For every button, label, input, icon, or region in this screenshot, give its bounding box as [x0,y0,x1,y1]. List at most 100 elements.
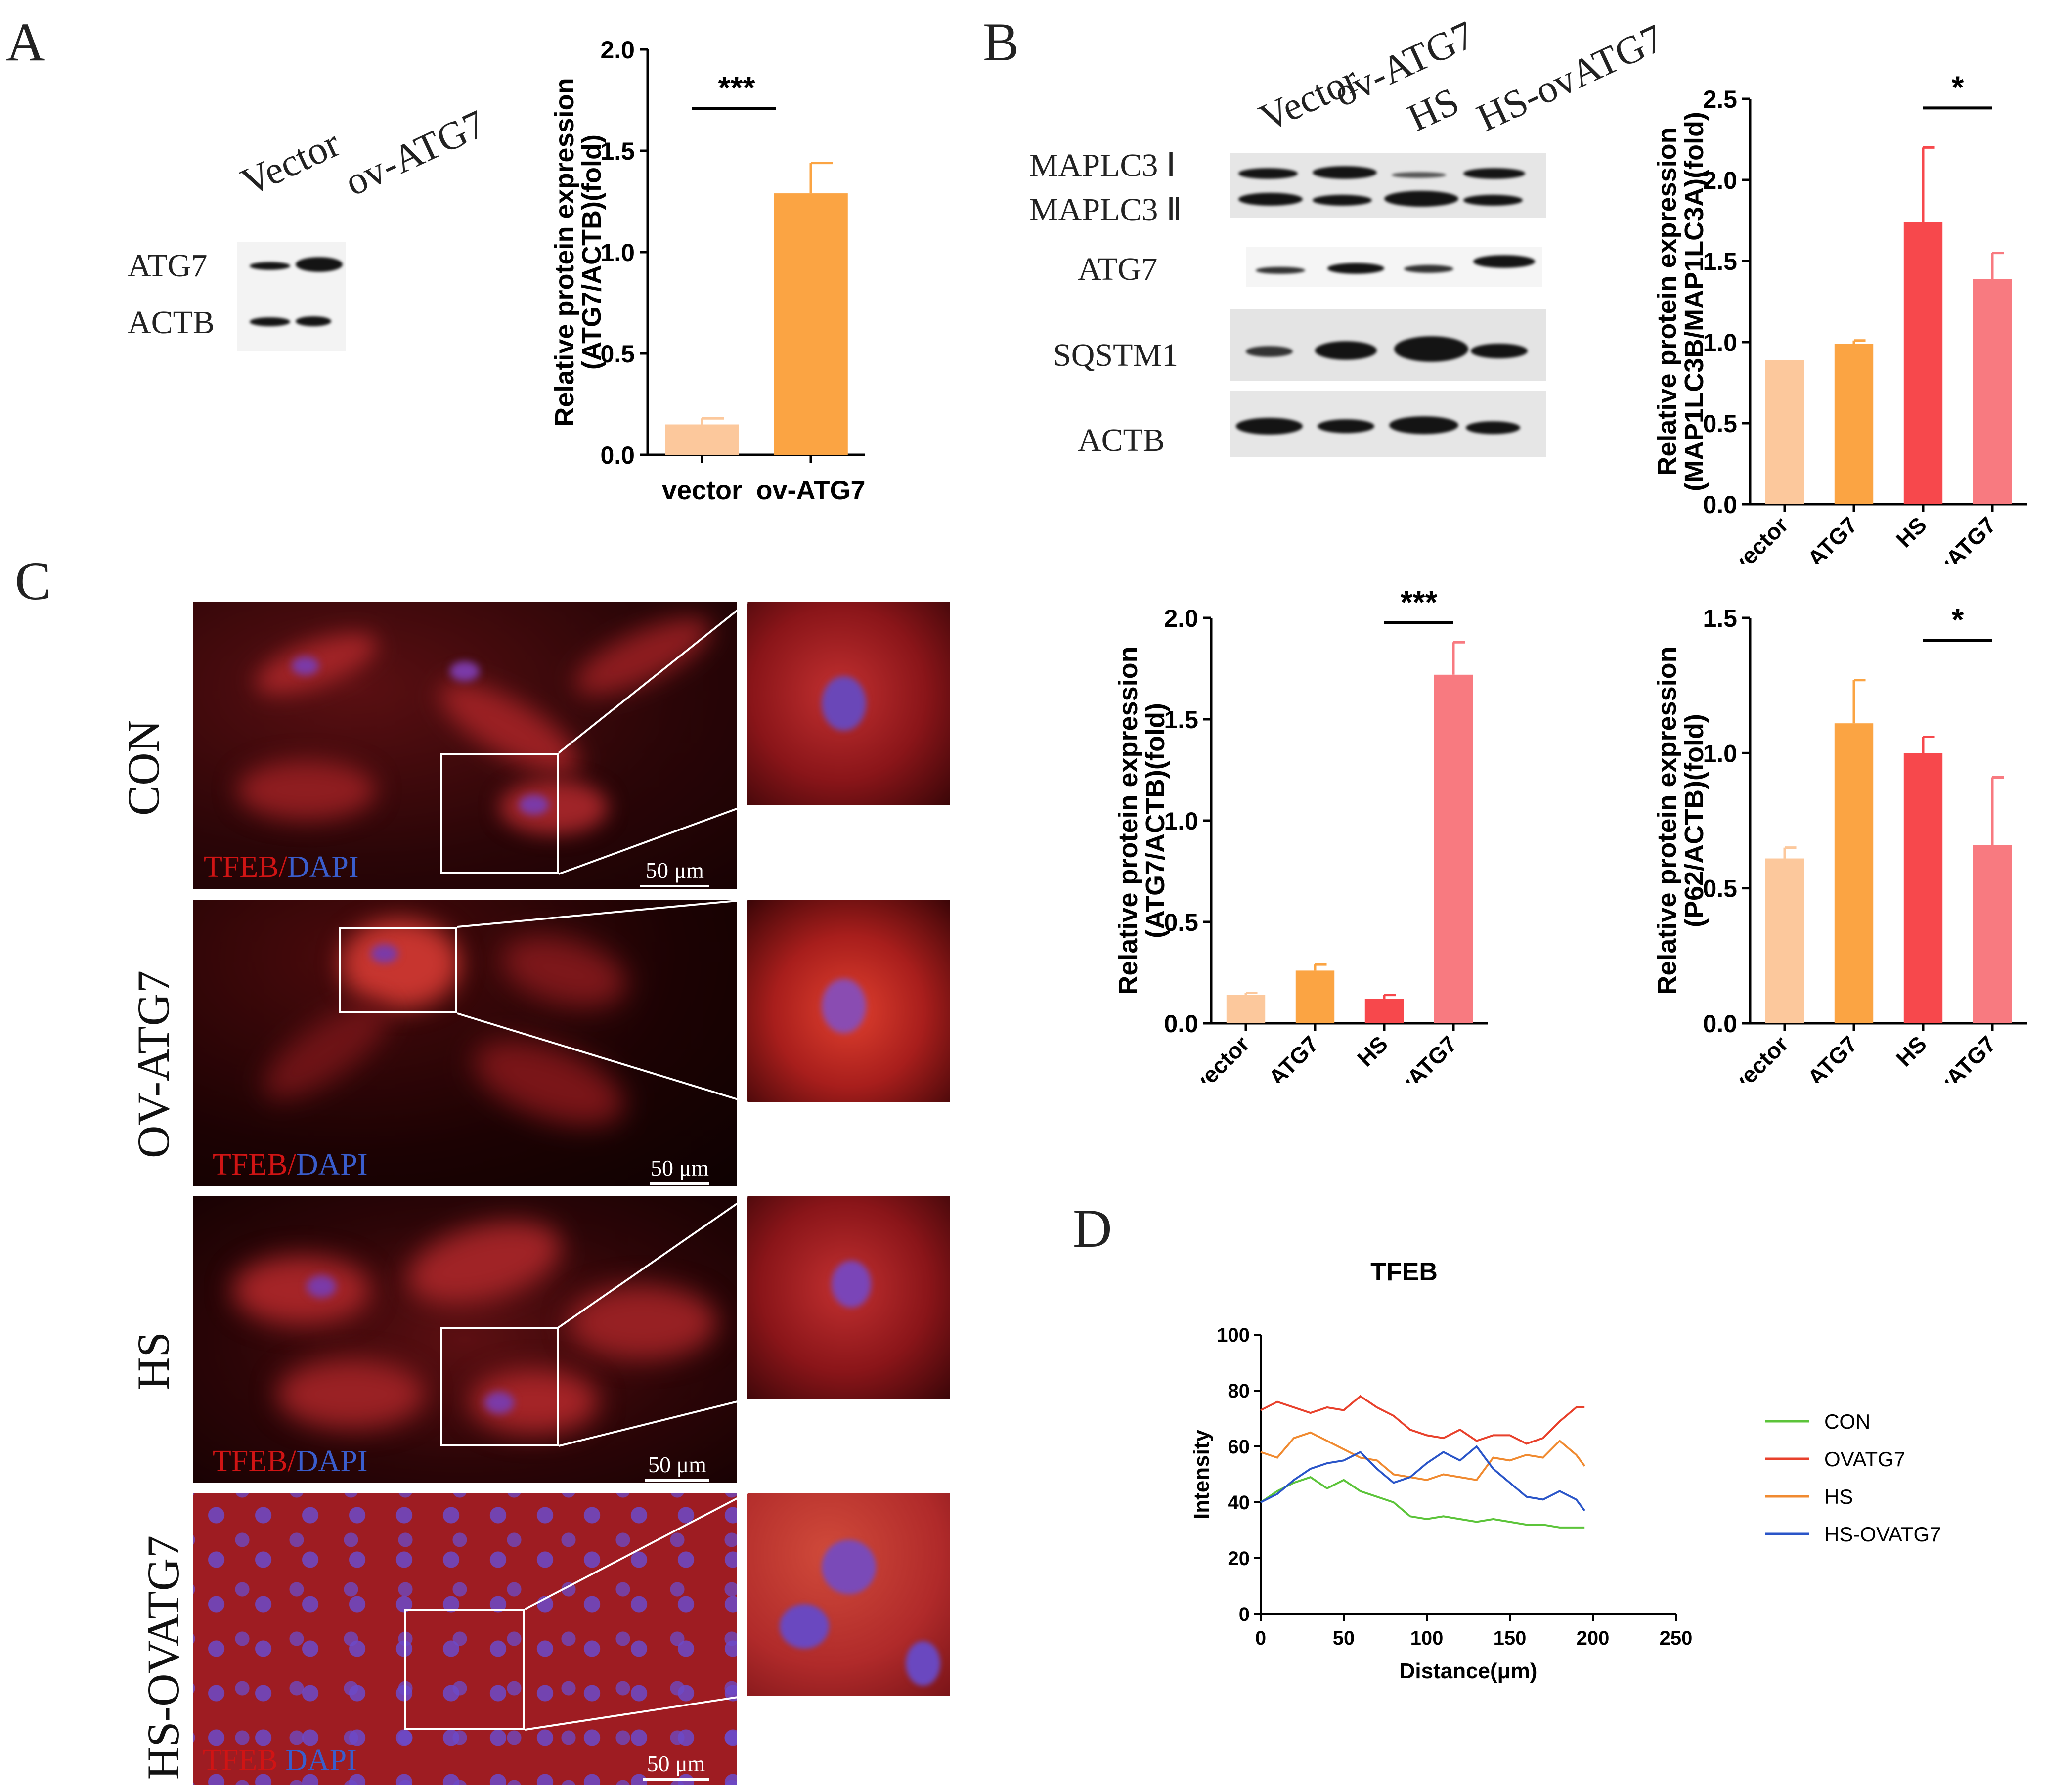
y-tick-label: 1.5 [1164,706,1198,734]
band-atg7-ov [296,257,343,272]
blot-row-label-maplc3-2: MAPLC3 Ⅱ [1029,192,1183,228]
bar [665,424,739,455]
y-axis-label: Relative protein expression [1652,127,1682,476]
bar [1834,723,1874,1023]
y-axis-label: Intensity [1189,1430,1214,1519]
y-tick-label: 1.0 [1703,329,1737,356]
y-tick-label: 0.5 [600,340,635,368]
band-lc3-2-2 [1313,195,1372,206]
y-tick-label: 60 [1228,1436,1250,1458]
x-tick-label: ov-ATG7 [756,476,865,505]
band-sqstm1-1 [1246,346,1293,357]
zoom-con [747,602,950,805]
blot-row-label-sqstm1: SQSTM1 [1053,337,1179,373]
bar [1765,858,1804,1023]
stain-label-dapi: DAPI [287,850,359,884]
stain-label-tfeb: TFEB [203,1744,278,1777]
scale-bar-label: 50 μm [651,1155,709,1180]
y-axis-label-2: (ATG7/ACTB)(fold) [1141,703,1170,938]
zoom-hs [747,1196,950,1399]
blot-row-label-atg7: ATG7 [128,248,208,284]
panel-label-d: D [1073,1198,1112,1259]
band-lc3-1-4 [1463,168,1525,179]
bar [1434,674,1473,1023]
band-lc3-1-2 [1313,166,1377,179]
stain-label-dapi: DAPI [277,1744,357,1777]
panel-label-a: A [6,12,45,72]
zoom-ov-atg7 [747,900,950,1102]
stain-label-dapi: DAPI [296,1444,368,1478]
scale-bar-label: 50 μm [648,1452,706,1477]
chart-b-atg7: 0.0 0.5 1.0 1.5 2.0 Relative protein expressi… [1113,588,1488,1083]
panel-label-b: B [983,12,1019,72]
y-tick-label: 0.0 [1164,1010,1198,1038]
band-lc3-1-3 [1392,172,1446,178]
series-line-ovatg7 [1260,1395,1585,1445]
y-tick-label: 1.0 [1703,740,1737,767]
scale-bar: 50 μm [640,859,709,887]
y-tick-label: 100 [1217,1324,1250,1346]
stain-label-tfeb: TFEB [213,1444,288,1478]
series-line-hs [1260,1431,1585,1481]
x-tick-label: vector [662,476,742,505]
stain-label-tfeb: TFEB [213,1148,288,1181]
x-tick-label: 250 [1660,1627,1693,1649]
chart-d-tfeb: TFEB 0 20 40 60 80 100 0 50 100 150 200 250 Distance(… [1189,1261,1941,1683]
band-actb-b-1 [1236,418,1303,435]
band-atg7-b-2 [1327,263,1384,274]
bar [1834,344,1874,504]
significance-label: *** [718,70,755,106]
blot-row-label-actb-b: ACTB [1078,422,1165,458]
stain-label-dapi: DAPI [296,1148,368,1181]
band-lc3-2-1 [1238,193,1303,206]
y-tick-label: 1.5 [600,137,635,165]
band-lc3-2-3 [1384,191,1458,207]
chart-a-atg7: 0.0 0.5 1.0 1.5 2.0 Relative protein expressi… [550,36,866,505]
band-lc3-1-1 [1238,168,1298,179]
scale-bar-label: 50 μm [647,1751,705,1776]
bar [1765,360,1804,504]
bar [774,193,848,455]
y-axis-label-2: (ATG7/ACTB)(fold) [577,134,607,370]
y-tick-label: 0.0 [600,441,635,469]
stain-sep: / [287,1444,296,1478]
bar [1226,995,1266,1023]
y-tick-label: 2.0 [1703,167,1737,194]
significance-label: * [1952,69,1964,105]
x-tick-label: 200 [1577,1627,1610,1649]
legend-label: HS-OVATG7 [1824,1523,1941,1546]
y-tick-label: 0 [1239,1604,1250,1625]
panel-label-c: C [15,551,51,611]
band-sqstm1-2 [1315,341,1377,360]
blot-row-label-actb: ACTB [128,305,215,341]
x-tick-label: 0 [1255,1627,1266,1649]
x-tick-label: 50 [1333,1627,1355,1649]
band-actb-ov [296,316,331,326]
scale-bar: 50 μm [643,1752,709,1781]
band-atg7-b-4 [1473,255,1535,268]
y-axis-label: Relative protein expression [550,78,579,426]
chart-b-lc3: 0.0 0.5 1.0 1.5 2.0 2.5 Relative protein expre… [1652,69,2027,564]
band-atg7-b-3 [1404,265,1453,273]
x-axis-label: Distance(μm) [1400,1659,1538,1683]
micrograph-hs: TFEB/DAPI 50 μm [193,1196,737,1483]
y-tick-label: 0.5 [1164,909,1198,936]
band-atg7-vector [250,262,290,270]
bar [1973,279,2012,504]
bar [1903,753,1943,1023]
stain-sep: / [287,1148,296,1181]
y-tick-label: 80 [1228,1380,1250,1402]
band-sqstm1-3 [1394,336,1468,362]
stain-label-tfeb: TFEB [204,850,279,884]
y-axis-label-2: (P62/ACTB)(fold) [1679,714,1709,927]
scale-bar: 50 μm [650,1157,709,1185]
y-tick-label: 1.5 [1703,248,1737,275]
band-actb-vector [250,317,290,326]
micrograph-ov-atg7: TFEB/DAPI 50 μm [193,900,737,1186]
x-tick-label: 150 [1494,1627,1527,1649]
blot-row-label-maplc3-1: MAPLC3 Ⅰ [1029,147,1176,183]
y-tick-label: 2.0 [1164,605,1198,632]
legend-label: HS [1824,1485,1853,1508]
zoom-hs-ovatg7 [747,1493,950,1696]
significance-label: * [1952,602,1964,638]
